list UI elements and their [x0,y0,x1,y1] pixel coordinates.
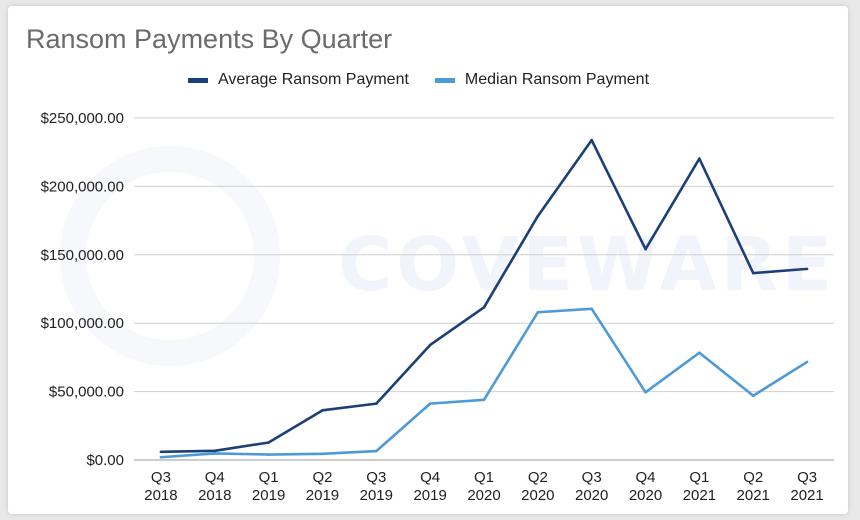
data-point-average [267,441,270,444]
y-tick-label: $100,000.00 [41,315,124,332]
x-tick-label: Q3 2021 [790,469,823,504]
data-point-median [644,390,647,394]
series-line-median [160,307,808,459]
data-point-median [805,360,809,364]
data-point-average [159,450,163,454]
legend-item-median: Median Ransom Payment [434,71,650,89]
data-point-average [698,157,701,160]
x-tick-label: Q4 2019 [413,469,446,504]
x-tick-label: Q3 2019 [360,469,393,504]
chart-legend: Average Ransom Payment Median Ransom Pay… [188,70,675,90]
data-point-average [590,138,593,142]
x-tick-label: Q4 2018 [198,469,231,504]
data-point-average [805,267,809,271]
line-chart: $0.00 $50,000.00 $100,000.00 $150,000.00 $20… [41,110,834,504]
y-tick-label: $150,000.00 [41,247,124,264]
y-tick-label: $250,000.00 [41,110,124,127]
series-line-average [160,138,808,454]
y-tick-label: $0.00 [86,452,124,469]
x-tick-label: Q2 2020 [521,469,554,504]
x-tick-label: Q1 2021 [683,469,716,504]
data-point-median [590,307,593,311]
legend-item-average: Average Ransom Payment [188,71,409,89]
x-tick-label: Q1 2020 [467,469,500,504]
data-point-average [482,306,486,309]
data-point-average [375,402,378,405]
legend-swatch-average [188,77,208,83]
data-point-median [267,453,270,456]
legend-label-average: Average Ransom Payment [218,71,409,88]
x-tick-label: Q2 2019 [306,469,339,504]
y-tick-label: $200,000.00 [41,178,124,195]
data-point-average [536,214,540,218]
data-point-average [751,271,755,275]
data-point-median [321,452,324,456]
x-tick-label: Q1 2019 [252,469,285,504]
x-tick-label: Q3 2020 [575,469,608,504]
data-point-average [428,343,432,347]
x-tick-label: Q4 2020 [629,469,662,504]
data-point-average [213,449,217,453]
data-point-average [644,247,647,251]
x-tick-label: Q2 2021 [737,469,770,504]
data-point-average [321,409,324,412]
data-point-median [536,310,540,314]
chart-card: COVEWARE Ransom Payments By Quarter Aver… [8,6,848,514]
data-point-median [482,398,486,402]
x-tick-label: Q3 2018 [144,469,177,504]
data-point-median [698,351,701,355]
data-point-median [213,452,217,455]
y-tick-label: $50,000.00 [49,384,124,401]
chart-title: Ransom Payments By Quarter [26,24,393,54]
data-point-median [375,449,378,453]
legend-swatch-median [434,77,455,83]
legend-label-median: Median Ransom Payment [464,71,650,88]
data-point-median [159,455,163,459]
data-point-median [428,402,432,405]
data-point-median [751,394,755,398]
